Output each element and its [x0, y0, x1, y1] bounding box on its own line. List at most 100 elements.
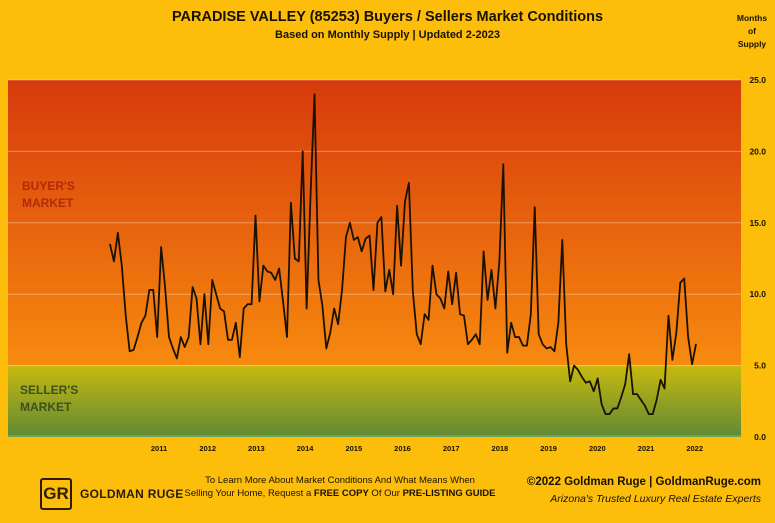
data-point: [164, 286, 166, 288]
data-point: [608, 413, 611, 415]
data-point: [231, 339, 233, 341]
data-point: [577, 369, 579, 371]
data-point: [353, 239, 355, 241]
data-point: [329, 332, 331, 334]
data-point: [325, 347, 327, 350]
data-point: [534, 206, 536, 208]
data-point: [624, 383, 626, 385]
y-axis-unit-label: Months of Supply: [736, 13, 768, 49]
data-point: [317, 279, 320, 281]
data-point: [380, 216, 382, 218]
data-point: [341, 289, 343, 291]
logo-text: GOLDMAN RUGE: [80, 487, 184, 501]
data-point: [518, 336, 520, 338]
data-point: [522, 345, 524, 347]
data-point: [282, 300, 284, 302]
data-point: [211, 279, 213, 281]
data-point: [416, 333, 418, 335]
data-point: [530, 313, 532, 315]
data-point: [467, 343, 469, 345]
data-point: [628, 353, 630, 355]
data-point: [612, 407, 615, 410]
data-point: [235, 322, 237, 324]
data-point: [553, 350, 556, 352]
sellers-market-zone: [8, 365, 741, 437]
data-point: [514, 336, 516, 338]
data-point: [191, 286, 194, 288]
x-tick-label: 2015: [345, 444, 362, 453]
x-tick-label: 2022: [686, 444, 703, 453]
data-point: [455, 272, 457, 274]
data-point: [439, 297, 441, 300]
data-point: [168, 336, 170, 338]
data-point: [479, 343, 481, 345]
data-point: [435, 293, 438, 295]
data-point: [368, 235, 371, 237]
data-point: [561, 239, 563, 241]
data-point: [219, 307, 221, 310]
data-point: [585, 382, 587, 384]
data-point: [545, 347, 548, 350]
data-point: [459, 313, 461, 315]
data-point: [660, 379, 662, 381]
data-point: [683, 277, 685, 280]
data-point: [125, 315, 127, 317]
data-point: [471, 339, 473, 341]
data-point: [247, 303, 249, 305]
data-point: [589, 380, 591, 382]
data-point: [199, 343, 202, 345]
data-point: [400, 265, 402, 267]
data-point: [632, 393, 634, 395]
x-tick-label: 2016: [394, 444, 411, 453]
chart-subtitle: Based on Monthly Supply | Updated 2-2023: [275, 29, 500, 41]
data-point: [302, 150, 304, 152]
x-tick-label: 2018: [492, 444, 509, 453]
data-point: [663, 387, 666, 390]
data-point: [349, 222, 351, 224]
data-point: [604, 413, 607, 415]
x-tick-label: 2017: [443, 444, 460, 453]
data-point: [502, 163, 504, 165]
data-point: [254, 215, 257, 217]
data-point: [675, 332, 677, 334]
data-point: [176, 357, 178, 360]
x-tick-label: 2019: [540, 444, 557, 453]
data-point: [215, 293, 217, 295]
data-point: [109, 243, 111, 245]
chart-title: PARADISE VALLEY (85253) Buyers / Sellers…: [171, 9, 604, 25]
data-point: [597, 377, 599, 380]
data-point: [679, 282, 681, 284]
data-point: [687, 336, 689, 338]
data-point: [313, 93, 316, 95]
company-logo: GR GOLDMAN RUGE: [40, 478, 184, 510]
data-point: [695, 343, 697, 345]
data-point: [172, 347, 174, 350]
data-point: [652, 413, 654, 415]
data-point: [203, 293, 205, 295]
data-point: [188, 336, 190, 338]
logo-mark: GR: [40, 478, 72, 510]
data-point: [376, 222, 379, 224]
data-point: [557, 322, 559, 324]
data-point: [451, 303, 453, 305]
y-tick-label: 5.0: [754, 361, 766, 371]
data-point: [412, 290, 414, 292]
data-point: [140, 322, 143, 324]
data-point: [223, 310, 225, 312]
data-point: [506, 352, 508, 354]
data-point: [420, 343, 422, 345]
data-point: [113, 260, 115, 262]
data-point: [424, 313, 426, 315]
data-point: [392, 293, 394, 295]
data-point: [601, 403, 603, 405]
data-point: [691, 363, 693, 365]
data-point: [656, 399, 658, 401]
sellers-market-label: SELLER'S MARKET: [20, 383, 79, 414]
x-tick-label: 2021: [638, 444, 655, 453]
data-point: [526, 345, 528, 347]
data-point: [361, 250, 363, 252]
data-point: [148, 289, 150, 291]
data-point: [184, 346, 186, 348]
data-point: [404, 200, 406, 202]
